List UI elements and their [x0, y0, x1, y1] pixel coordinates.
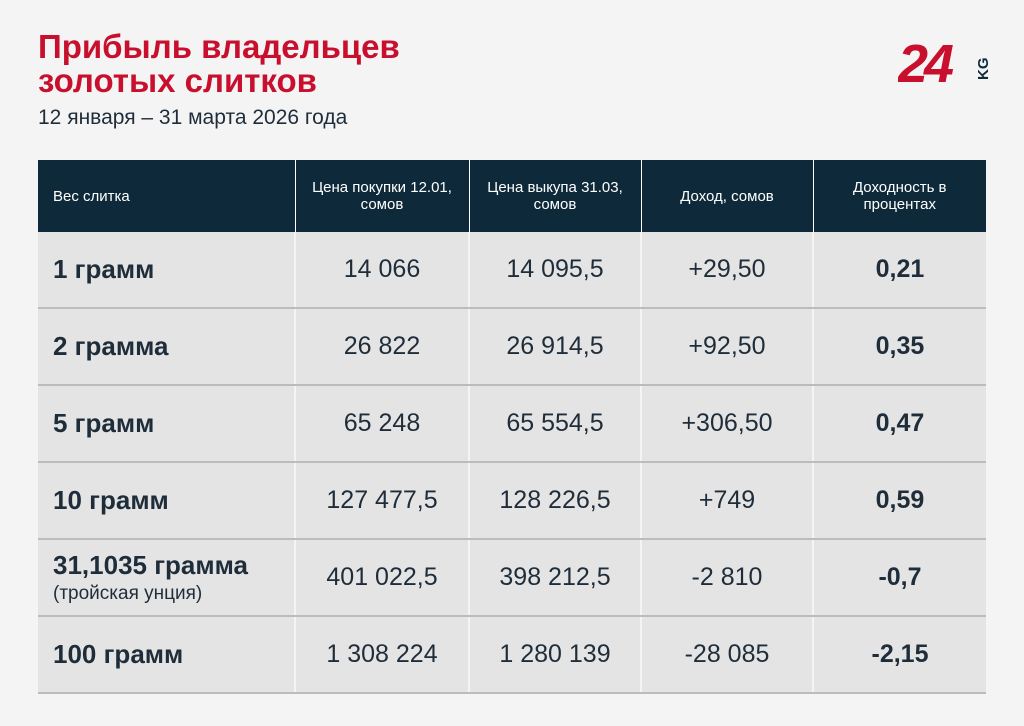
- gold-bars-table: Вес слитка Цена покупки 12.01, сомов Цен…: [38, 160, 986, 694]
- cell-buy: 14 066: [294, 232, 469, 309]
- cell-pct: 0,21: [812, 232, 986, 309]
- cell-income: -2 810: [640, 539, 813, 617]
- cell-weight: 1 грамм: [38, 232, 295, 309]
- chart-subtitle: 12 января – 31 марта 2026 года: [38, 106, 348, 129]
- cell-pct: -0,7: [812, 539, 986, 617]
- cell-sell: 128 226,5: [468, 462, 641, 540]
- title-line-2: золотых слитков: [38, 62, 317, 99]
- cell-income: +306,50: [640, 385, 813, 463]
- table-row: 5 грамм 65 248 65 554,5 +306,50 0,47: [38, 385, 986, 463]
- weight-label: 2 грамма: [53, 331, 169, 361]
- cell-weight: 100 грамм: [38, 616, 295, 694]
- brand-logo: 24 KG: [898, 34, 992, 90]
- cell-sell: 1 280 139: [468, 616, 641, 694]
- cell-buy: 1 308 224: [294, 616, 469, 694]
- cell-pct: -2,15: [812, 616, 986, 694]
- weight-label: 31,1035 грамма: [53, 550, 248, 580]
- table-header-row: Вес слитка Цена покупки 12.01, сомов Цен…: [38, 160, 986, 232]
- title-line-1: Прибыль владельцев: [38, 28, 400, 65]
- table-row: 1 грамм 14 066 14 095,5 +29,50 0,21: [38, 232, 986, 309]
- cell-weight: 5 грамм: [38, 385, 295, 463]
- weight-label: 1 грамм: [53, 254, 155, 284]
- cell-sell: 14 095,5: [468, 232, 641, 309]
- table-row: 10 грамм 127 477,5 128 226,5 +749 0,59: [38, 462, 986, 540]
- cell-income: +29,50: [640, 232, 813, 309]
- cell-weight: 2 грамма: [38, 308, 295, 386]
- weight-note: (тройская унция): [53, 583, 203, 604]
- cell-sell: 65 554,5: [468, 385, 641, 463]
- col-header-buy: Цена покупки 12.01, сомов: [294, 160, 469, 232]
- cell-pct: 0,59: [812, 462, 986, 540]
- cell-weight: 10 грамм: [38, 462, 295, 540]
- chart-title: Прибыль владельцев золотых слитков: [38, 30, 598, 98]
- col-header-income: Доход, сомов: [640, 160, 813, 232]
- weight-label: 10 грамм: [53, 485, 169, 515]
- cell-income: +749: [640, 462, 813, 540]
- cell-sell: 398 212,5: [468, 539, 641, 617]
- cell-buy: 65 248: [294, 385, 469, 463]
- cell-weight: 31,1035 грамма (тройская унция): [38, 539, 295, 617]
- weight-label: 100 грамм: [53, 639, 184, 669]
- weight-label: 5 грамм: [53, 408, 155, 438]
- cell-income: -28 085: [640, 616, 813, 694]
- cell-buy: 401 022,5: [294, 539, 469, 617]
- col-header-pct: Доходность в процентах: [812, 160, 986, 232]
- col-header-weight: Вес слитка: [38, 160, 295, 232]
- col-header-sell: Цена выкупа 31.03, сомов: [468, 160, 641, 232]
- cell-pct: 0,35: [812, 308, 986, 386]
- table-row: 31,1035 грамма (тройская унция) 401 022,…: [38, 539, 986, 617]
- cell-sell: 26 914,5: [468, 308, 641, 386]
- cell-income: +92,50: [640, 308, 813, 386]
- cell-buy: 26 822: [294, 308, 469, 386]
- cell-pct: 0,47: [812, 385, 986, 463]
- logo-number: 24: [898, 34, 954, 90]
- cell-buy: 127 477,5: [294, 462, 469, 540]
- table-row: 2 грамма 26 822 26 914,5 +92,50 0,35: [38, 308, 986, 386]
- logo-suffix: KG: [975, 58, 992, 81]
- table-row: 100 грамм 1 308 224 1 280 139 -28 085 -2…: [38, 616, 986, 694]
